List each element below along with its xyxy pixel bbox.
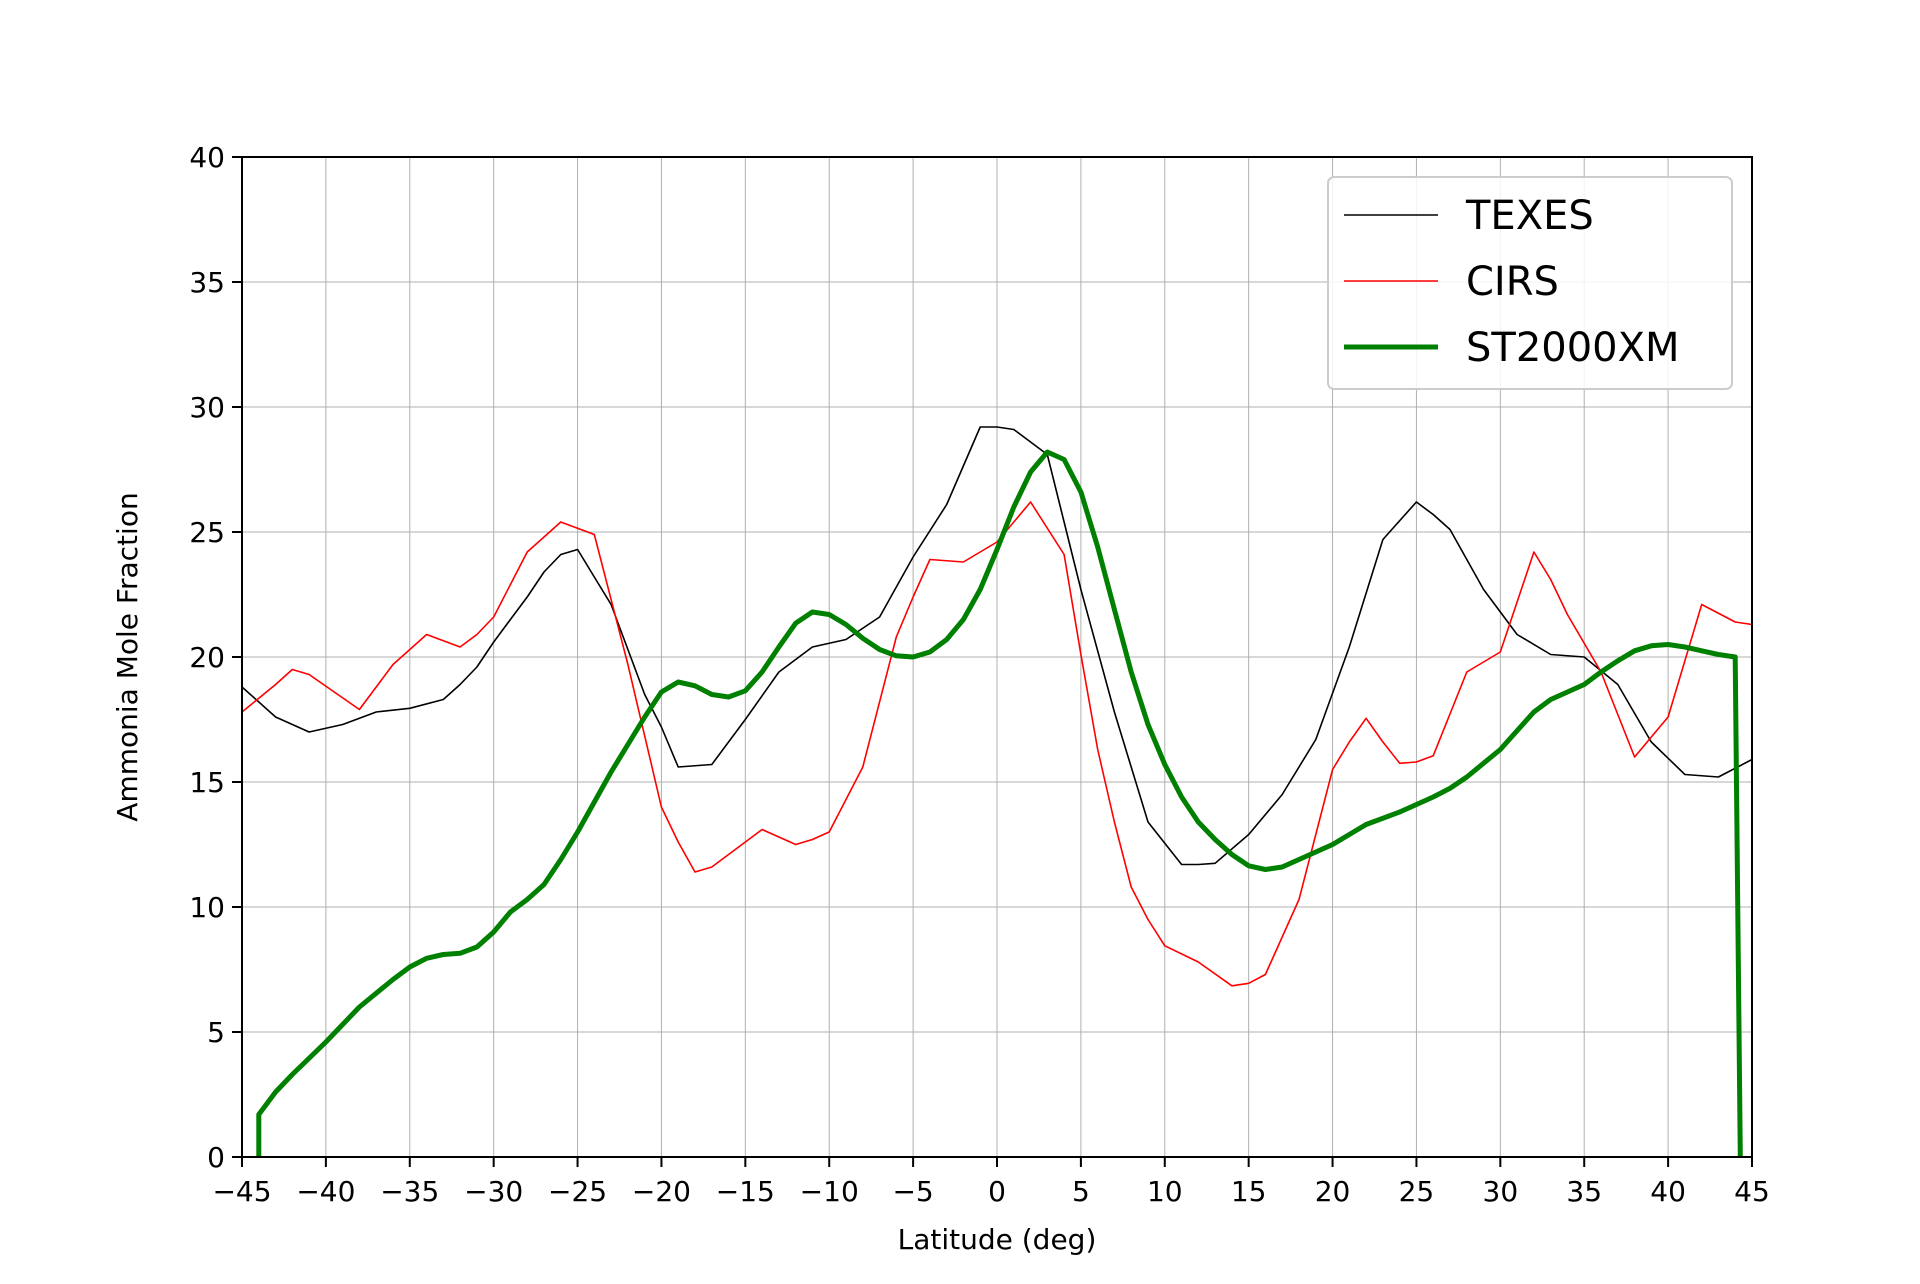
x-tick-label: −40 [296,1175,355,1208]
legend-label: ST2000XM [1466,325,1680,371]
x-tick-label: 20 [1315,1175,1351,1208]
y-tick-label: 40 [189,141,225,174]
legend-box [1327,176,1733,390]
y-tick-label: 35 [189,266,225,299]
x-axis-label: Latitude (deg) [898,1223,1097,1256]
x-tick-label: −5 [892,1175,933,1208]
x-tick-label: −30 [464,1175,523,1208]
series-line-texes [241,426,1753,866]
x-tick-label: 10 [1147,1175,1183,1208]
legend: TEXES CIRS ST2000XM [1327,176,1733,390]
y-tick-label: 25 [189,516,225,549]
series-line-cirs [241,501,1753,987]
series-lines [241,426,1753,1158]
legend-label: TEXES [1465,193,1594,239]
x-tick-label: −10 [800,1175,859,1208]
y-tick-label: 20 [189,641,225,674]
x-tick-label: 40 [1650,1175,1686,1208]
series-line-st2000xm [256,449,1743,1158]
y-axis-label: Ammonia Mole Fraction [111,492,144,821]
x-tick-label: 5 [1072,1175,1090,1208]
x-tick-label: −45 [212,1175,271,1208]
x-tick-label: 35 [1566,1175,1602,1208]
x-axis-ticks: −45 −40 −35 −30 −25 −20 −15 −10 −5 0 5 10 15 20 25 30 35… [212,1157,1770,1208]
y-tick-label: 30 [189,391,225,424]
x-tick-label: −25 [548,1175,607,1208]
y-tick-label: 0 [207,1141,225,1174]
x-tick-label: −15 [716,1175,775,1208]
y-axis-ticks: 0 5 10 15 20 25 30 35 40 [189,141,242,1174]
x-tick-label: 25 [1399,1175,1435,1208]
y-tick-label: 5 [207,1016,225,1049]
y-tick-label: 10 [189,891,225,924]
x-tick-label: 0 [988,1175,1006,1208]
x-tick-label: −20 [632,1175,691,1208]
x-tick-label: 15 [1231,1175,1267,1208]
legend-label: CIRS [1466,259,1559,305]
x-tick-label: 30 [1483,1175,1519,1208]
x-tick-label: −35 [380,1175,439,1208]
x-tick-label: 45 [1734,1175,1770,1208]
y-tick-label: 15 [189,766,225,799]
